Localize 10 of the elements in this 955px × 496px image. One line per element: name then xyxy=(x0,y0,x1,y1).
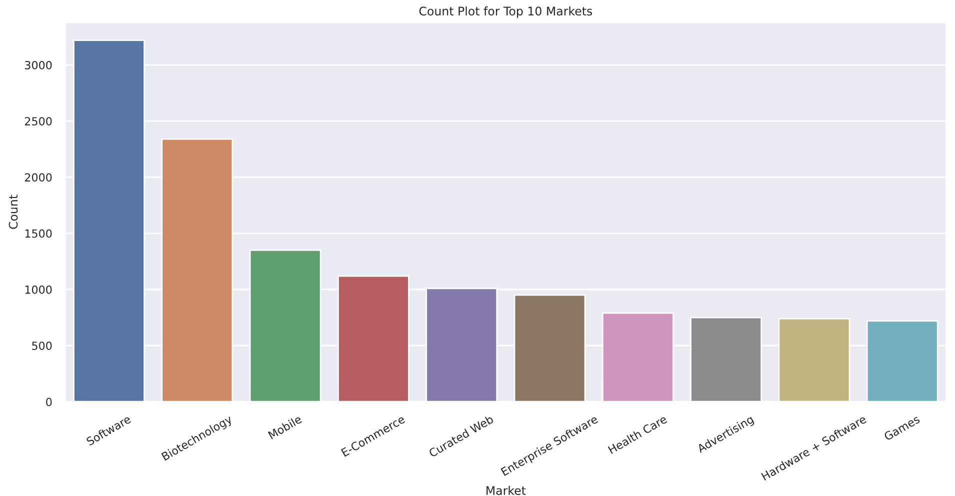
y-axis-title: Count xyxy=(8,194,18,229)
x-axis-title: Market xyxy=(486,486,526,495)
chart-title: Count Plot for Top 10 Markets xyxy=(419,6,592,18)
y-tick-label: 1500 xyxy=(25,229,52,238)
y-tick-label: 500 xyxy=(32,342,52,350)
y-tick-label: 3000 xyxy=(25,60,52,70)
y-tick-label: 1000 xyxy=(25,285,52,294)
y-tick-label: 2500 xyxy=(24,117,52,126)
y-tick-label: 2000 xyxy=(24,173,52,182)
y-tick-label: 0 xyxy=(46,398,52,406)
